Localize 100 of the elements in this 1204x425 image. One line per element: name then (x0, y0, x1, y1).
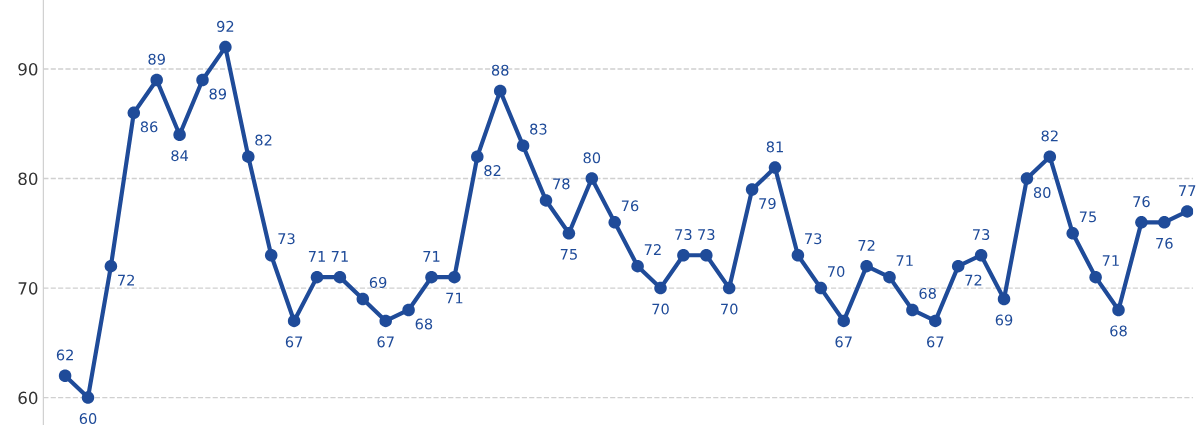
point (1043, 150, 1057, 163)
data-label: 76 (1133, 196, 1150, 208)
point (287, 314, 301, 328)
data-label: 89 (148, 53, 165, 65)
point (104, 259, 118, 273)
data-label: 67 (285, 336, 303, 348)
point (150, 73, 163, 87)
data-label: 73 (805, 233, 822, 245)
data-label: 68 (415, 318, 433, 330)
data-label: 75 (1079, 211, 1096, 223)
data-label: 70 (721, 303, 738, 315)
data-label: 67 (927, 336, 944, 348)
data-label: 72 (858, 239, 875, 251)
point (448, 270, 461, 284)
point (471, 150, 484, 163)
point (929, 314, 942, 328)
data-label: 71 (1102, 255, 1119, 266)
point (768, 161, 782, 174)
point (791, 248, 805, 262)
point (493, 84, 507, 98)
point (860, 259, 873, 273)
data-label: 76 (621, 200, 639, 212)
point (402, 303, 415, 317)
point (883, 270, 896, 284)
point (1180, 205, 1194, 218)
point (1112, 303, 1125, 317)
data-label: 70 (828, 266, 845, 278)
data-label: 73 (973, 228, 990, 241)
data-label: 67 (377, 336, 394, 348)
point (219, 40, 232, 54)
data-label: 83 (530, 123, 547, 135)
data-label: 71 (308, 251, 325, 262)
point (425, 270, 438, 284)
data-label: 76 (1156, 237, 1173, 249)
point (379, 314, 392, 328)
point (539, 194, 553, 207)
point (81, 391, 95, 404)
data-label: 73 (675, 228, 692, 241)
data-label: 92 (217, 20, 234, 32)
point (654, 281, 667, 295)
data-label: 79 (759, 197, 776, 210)
point (173, 128, 186, 141)
y-tick-label: 90 (18, 62, 38, 76)
data-label: 62 (56, 349, 73, 361)
data-label: 88 (491, 64, 509, 76)
point (722, 281, 736, 295)
point (1158, 216, 1171, 229)
data-label: 71 (446, 292, 463, 304)
point (516, 139, 530, 152)
point (631, 259, 644, 273)
data-label: 71 (331, 251, 348, 262)
data-label: 80 (1033, 187, 1051, 199)
y-tick-label: 70 (18, 282, 38, 295)
point (310, 270, 324, 284)
data-label: 72 (644, 244, 661, 255)
data-label: 84 (171, 150, 189, 162)
data-label: 68 (1110, 325, 1127, 337)
point (127, 106, 141, 120)
data-label: 78 (553, 178, 570, 190)
data-label: 86 (140, 121, 158, 133)
point (608, 216, 621, 229)
y-tick-label: 60 (18, 391, 38, 405)
point (906, 303, 919, 317)
data-label: 67 (835, 336, 852, 348)
point (700, 248, 713, 262)
data-label: 72 (118, 274, 134, 286)
point (333, 270, 347, 284)
point (745, 183, 759, 196)
data-label: 69 (995, 314, 1013, 326)
data-label: 73 (278, 233, 295, 245)
point (974, 248, 988, 262)
data-label: 82 (1041, 130, 1058, 142)
data-label: 68 (919, 287, 936, 299)
data-label: 82 (255, 134, 272, 146)
point (837, 314, 850, 328)
point (814, 281, 828, 295)
point (58, 369, 72, 382)
data-label: 60 (79, 413, 97, 425)
point (196, 73, 209, 87)
point (264, 248, 278, 262)
point (997, 292, 1011, 306)
point (1066, 227, 1079, 240)
point (562, 227, 576, 240)
data-label: 81 (766, 141, 783, 153)
point (585, 172, 599, 185)
data-label: 69 (369, 276, 387, 288)
data-label: 77 (1179, 185, 1196, 196)
data-label: 80 (583, 152, 601, 164)
data-label: 72 (965, 274, 982, 286)
data-label: 82 (484, 165, 501, 177)
point (951, 259, 965, 273)
data-label: 89 (209, 88, 227, 100)
data-label: 70 (652, 303, 669, 315)
data-label: 75 (560, 248, 577, 260)
point (1089, 270, 1102, 284)
point (677, 248, 690, 262)
point (1020, 172, 1034, 185)
point (1135, 216, 1148, 229)
data-label: 71 (423, 251, 440, 262)
data-label: 73 (698, 228, 715, 241)
